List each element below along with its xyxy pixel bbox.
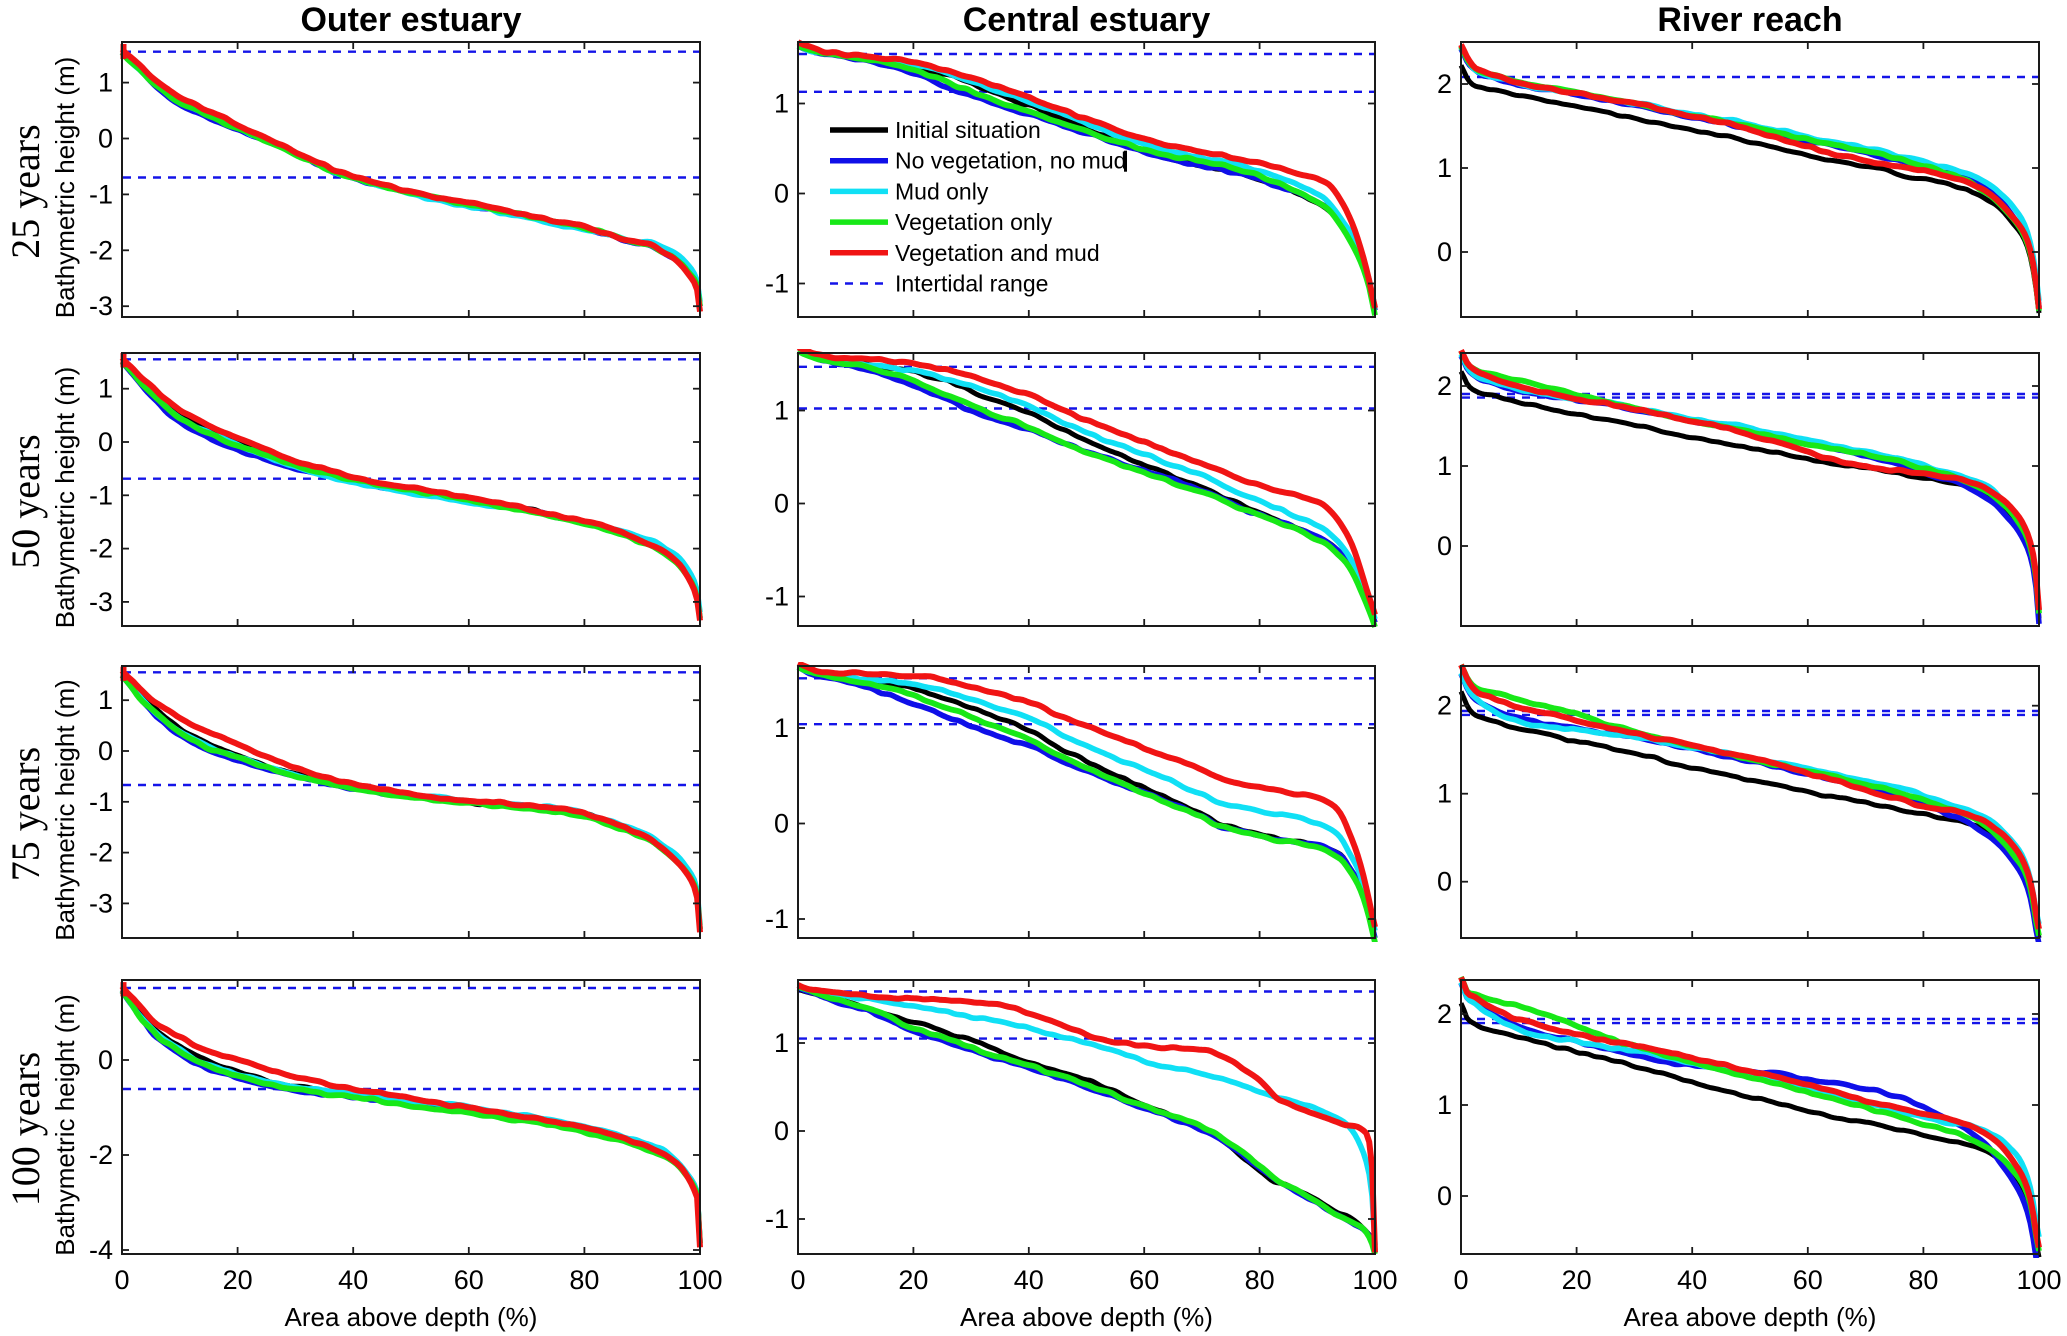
svg-text:0: 0 xyxy=(98,124,113,154)
svg-text:1: 1 xyxy=(774,1028,789,1058)
svg-text:80: 80 xyxy=(569,1265,599,1295)
svg-text:No vegetation, no mud: No vegetation, no mud xyxy=(895,148,1126,174)
svg-text:Bathymetric height (m): Bathymetric height (m) xyxy=(50,679,80,941)
svg-text:1: 1 xyxy=(774,396,789,426)
svg-text:-1: -1 xyxy=(765,582,789,612)
svg-text:0: 0 xyxy=(774,179,789,209)
svg-text:60: 60 xyxy=(1793,1265,1823,1295)
svg-text:60: 60 xyxy=(1129,1265,1159,1295)
svg-text:1: 1 xyxy=(1437,451,1452,481)
svg-text:20: 20 xyxy=(898,1265,928,1295)
svg-text:-2: -2 xyxy=(89,838,113,868)
svg-text:20: 20 xyxy=(1562,1265,1592,1295)
svg-text:-2: -2 xyxy=(89,534,113,564)
svg-text:100: 100 xyxy=(677,1265,722,1295)
svg-text:0: 0 xyxy=(98,736,113,766)
svg-text:40: 40 xyxy=(1677,1265,1707,1295)
svg-text:1: 1 xyxy=(774,713,789,743)
svg-text:Vegetation only: Vegetation only xyxy=(895,209,1053,235)
svg-text:0: 0 xyxy=(98,1045,113,1075)
svg-text:80: 80 xyxy=(1908,1265,1938,1295)
svg-text:0: 0 xyxy=(774,1116,789,1146)
svg-text:-3: -3 xyxy=(89,291,113,321)
svg-text:-3: -3 xyxy=(89,888,113,918)
svg-text:-4: -4 xyxy=(89,1235,113,1265)
svg-text:50 years: 50 years xyxy=(3,434,48,568)
svg-text:-1: -1 xyxy=(89,480,113,510)
svg-text:-1: -1 xyxy=(765,904,789,934)
svg-text:0: 0 xyxy=(1437,237,1452,267)
svg-text:40: 40 xyxy=(1014,1265,1044,1295)
svg-text:-1: -1 xyxy=(89,179,113,209)
svg-text:1: 1 xyxy=(98,374,113,404)
svg-text:1: 1 xyxy=(1437,1090,1452,1120)
svg-text:Bathymetric height (m): Bathymetric height (m) xyxy=(50,57,80,319)
svg-text:-1: -1 xyxy=(765,269,789,299)
svg-text:0: 0 xyxy=(1437,867,1452,897)
svg-text:0: 0 xyxy=(774,809,789,839)
svg-text:2: 2 xyxy=(1437,69,1452,99)
svg-text:0: 0 xyxy=(1453,1265,1468,1295)
svg-text:100: 100 xyxy=(2016,1265,2061,1295)
svg-text:Area above depth (%): Area above depth (%) xyxy=(960,1302,1213,1332)
svg-text:0: 0 xyxy=(114,1265,129,1295)
svg-text:1: 1 xyxy=(98,685,113,715)
svg-text:Initial situation: Initial situation xyxy=(895,117,1041,143)
svg-text:1: 1 xyxy=(98,68,113,98)
svg-text:1: 1 xyxy=(774,89,789,119)
svg-text:Bathymetric height (m): Bathymetric height (m) xyxy=(50,994,80,1256)
svg-text:Area above depth (%): Area above depth (%) xyxy=(285,1302,538,1332)
svg-text:Intertidal range: Intertidal range xyxy=(895,271,1048,297)
svg-text:Area above depth (%): Area above depth (%) xyxy=(1624,1302,1877,1332)
svg-text:40: 40 xyxy=(338,1265,368,1295)
svg-text:Central estuary: Central estuary xyxy=(963,1,1211,39)
svg-text:0: 0 xyxy=(774,489,789,519)
svg-text:100 years: 100 years xyxy=(3,1052,48,1206)
svg-text:-1: -1 xyxy=(89,787,113,817)
svg-text:2: 2 xyxy=(1437,371,1452,401)
svg-text:0: 0 xyxy=(1437,1181,1452,1211)
svg-text:2: 2 xyxy=(1437,999,1452,1029)
svg-text:-1: -1 xyxy=(765,1204,789,1234)
svg-text:1: 1 xyxy=(1437,779,1452,809)
svg-text:75 years: 75 years xyxy=(3,747,48,881)
svg-text:0: 0 xyxy=(1437,531,1452,561)
svg-text:80: 80 xyxy=(1245,1265,1275,1295)
svg-text:0: 0 xyxy=(98,427,113,457)
svg-text:0: 0 xyxy=(790,1265,805,1295)
svg-text:-2: -2 xyxy=(89,235,113,265)
svg-text:Mud only: Mud only xyxy=(895,178,989,204)
svg-text:100: 100 xyxy=(1352,1265,1397,1295)
svg-text:Vegetation and mud: Vegetation and mud xyxy=(895,240,1100,266)
svg-text:25 years: 25 years xyxy=(3,124,48,258)
svg-text:60: 60 xyxy=(454,1265,484,1295)
svg-text:2: 2 xyxy=(1437,691,1452,721)
svg-text:River reach: River reach xyxy=(1657,1,1842,39)
svg-text:20: 20 xyxy=(223,1265,253,1295)
svg-text:Bathymetric height (m): Bathymetric height (m) xyxy=(50,367,80,629)
svg-text:Outer estuary: Outer estuary xyxy=(300,1,521,39)
svg-text:-2: -2 xyxy=(89,1140,113,1170)
svg-text:1: 1 xyxy=(1437,153,1452,183)
svg-text:-3: -3 xyxy=(89,587,113,617)
